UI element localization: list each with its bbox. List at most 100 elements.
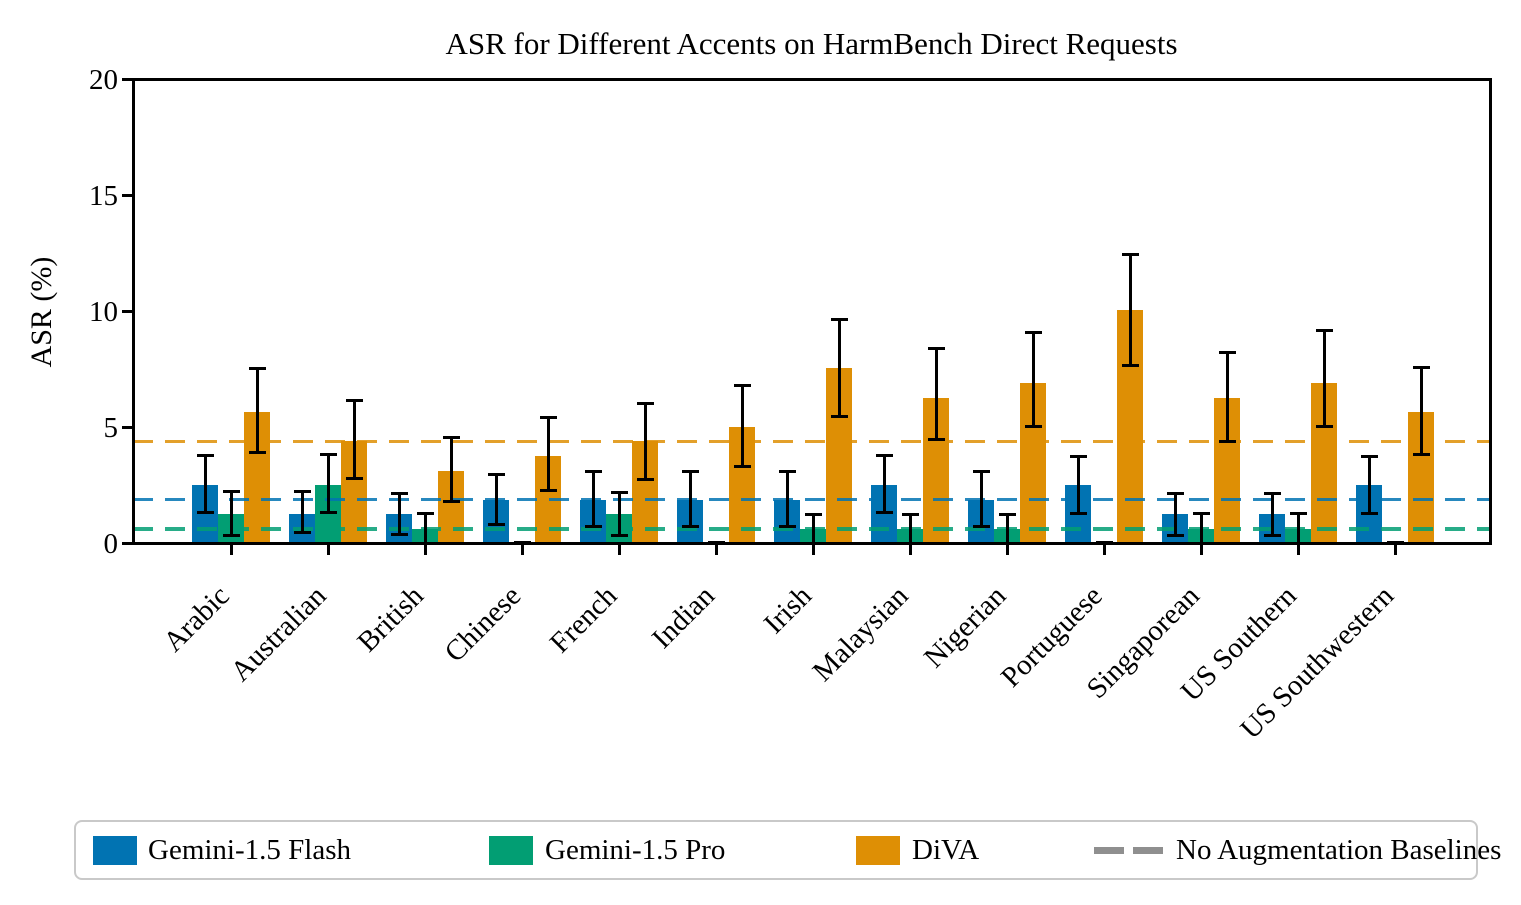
legend-label-diva: DiVA [912,834,980,866]
x-tick-arabic [229,545,233,555]
error-cap-bottom-gemini-1-5-flash-british [390,532,408,536]
error-cap-bottom-gemini-1-5-flash-portuguese [1069,511,1087,515]
error-whisker-diva-irish [837,319,841,417]
error-whisker-gemini-1-5-pro-malaysian [908,514,912,544]
error-cap-bottom-diva-singaporean [1218,440,1236,444]
y-tick-5 [121,426,132,429]
error-cap-top-diva-australian [345,399,363,403]
error-whisker-diva-british [449,437,453,502]
x-tick-portuguese [1102,545,1106,555]
x-tick-nigerian [1005,545,1009,555]
error-whisker-diva-arabic [255,368,259,453]
error-cap-bottom-gemini-1-5-flash-us-southwestern [1360,511,1378,515]
error-cap-top-diva-french [636,401,654,405]
error-whisker-gemini-1-5-flash-australian [300,491,304,533]
error-whisker-gemini-1-5-flash-singaporean [1173,493,1177,536]
error-cap-top-gemini-1-5-flash-irish [778,470,796,474]
x-tick-malaysian [908,545,912,555]
error-whisker-gemini-1-5-flash-us-southwestern [1367,456,1371,514]
error-cap-bottom-diva-us-southwestern [1412,452,1430,456]
error-cap-top-diva-chinese [539,415,557,419]
error-whisker-diva-malaysian [934,348,938,440]
axis-spine-bottom [131,542,1492,545]
error-cap-bottom-gemini-1-5-flash-french [584,524,602,528]
x-tick-label-chinese: Chinese [438,579,527,669]
y-tick-label-15: 15 [89,179,118,212]
error-whisker-gemini-1-5-flash-irish [785,471,789,527]
x-tick-label-australian: Australian [224,579,333,688]
error-whisker-gemini-1-5-flash-malaysian [882,455,886,513]
error-cap-bottom-gemini-1-5-pro-french [610,533,628,537]
error-cap-bottom-gemini-1-5-flash-australian [293,531,311,535]
error-cap-bottom-gemini-1-5-pro-arabic [222,533,240,537]
error-whisker-gemini-1-5-flash-chinese [494,474,498,525]
legend-patch-diva [856,836,900,865]
error-cap-bottom-gemini-1-5-flash-arabic [196,511,214,515]
error-cap-top-diva-us-southwestern [1412,366,1430,370]
error-whisker-diva-french [643,403,647,479]
x-tick-australian [326,545,330,555]
legend-patch-gemini-1-5-pro [489,836,533,865]
x-tick-british [423,545,427,555]
error-cap-top-gemini-1-5-flash-us-southwestern [1360,454,1378,458]
axis-spine-top [131,78,1492,81]
x-tick-irish [811,545,815,555]
x-tick-label-irish: Irish [757,579,818,641]
x-tick-us-southwestern [1393,545,1397,555]
error-cap-top-gemini-1-5-flash-malaysian [875,453,893,457]
error-cap-top-gemini-1-5-pro-malaysian [901,512,919,516]
error-cap-bottom-diva-nigerian [1024,425,1042,429]
y-tick-15 [121,194,132,197]
error-cap-top-gemini-1-5-pro-irish [804,512,822,516]
error-cap-top-gemini-1-5-flash-indian [681,470,699,474]
error-cap-top-gemini-1-5-pro-french [610,490,628,494]
error-whisker-gemini-1-5-pro-us-southern [1296,513,1300,544]
legend-dashed-line-icon [1094,847,1163,854]
error-cap-bottom-diva-chinese [539,488,557,492]
x-tick-label-nigerian: Nigerian [917,579,1012,675]
error-cap-bottom-diva-us-southern [1315,424,1333,428]
error-whisker-diva-chinese [546,417,550,491]
error-cap-top-diva-arabic [248,367,266,371]
error-cap-top-gemini-1-5-flash-us-southern [1263,491,1281,495]
x-tick-label-french: French [544,579,624,660]
legend-label-gemini-1-5-flash: Gemini-1.5 Flash [148,834,351,866]
baseline-gemini-1-5-flash [133,497,1490,502]
error-whisker-diva-us-southern [1322,330,1326,427]
error-whisker-diva-singaporean [1225,352,1229,442]
error-cap-top-gemini-1-5-flash-australian [293,490,311,494]
error-cap-top-gemini-1-5-flash-french [584,470,602,474]
error-whisker-gemini-1-5-flash-nigerian [979,471,983,527]
error-cap-top-gemini-1-5-pro-arabic [222,490,240,494]
y-tick-label-10: 10 [89,295,118,328]
error-cap-bottom-diva-malaysian [927,437,945,441]
error-whisker-gemini-1-5-pro-singaporean [1199,513,1203,544]
error-cap-top-gemini-1-5-pro-australian [319,453,337,457]
error-cap-top-gemini-1-5-flash-arabic [196,454,214,458]
error-cap-top-gemini-1-5-flash-portuguese [1069,454,1087,458]
error-whisker-diva-portuguese [1128,254,1132,366]
y-tick-label-0: 0 [103,527,119,560]
error-whisker-diva-us-southwestern [1419,367,1423,455]
y-tick-label-5: 5 [103,411,119,444]
error-cap-bottom-gemini-1-5-flash-malaysian [875,511,893,515]
error-cap-bottom-diva-arabic [248,451,266,455]
error-whisker-gemini-1-5-flash-british [397,493,401,535]
error-cap-top-diva-portuguese [1121,253,1139,257]
error-cap-top-diva-irish [830,317,848,321]
error-whisker-diva-australian [352,400,356,479]
axis-spine-left [131,78,135,545]
x-tick-french [617,545,621,555]
error-cap-bottom-diva-french [636,477,654,481]
error-whisker-gemini-1-5-pro-french [617,492,621,536]
legend-label-no-augmentation-baselines: No Augmentation Baselines [1176,834,1502,866]
error-cap-bottom-diva-british [442,500,460,504]
error-cap-bottom-diva-portuguese [1121,364,1139,368]
error-cap-top-gemini-1-5-pro-us-southern [1289,512,1307,516]
error-cap-top-gemini-1-5-pro-nigerian [998,512,1016,516]
y-axis-label: ASR (%) [25,256,58,368]
axis-spine-right [1488,78,1492,545]
error-cap-top-gemini-1-5-pro-singaporean [1192,512,1210,516]
y-tick-20 [121,78,132,81]
